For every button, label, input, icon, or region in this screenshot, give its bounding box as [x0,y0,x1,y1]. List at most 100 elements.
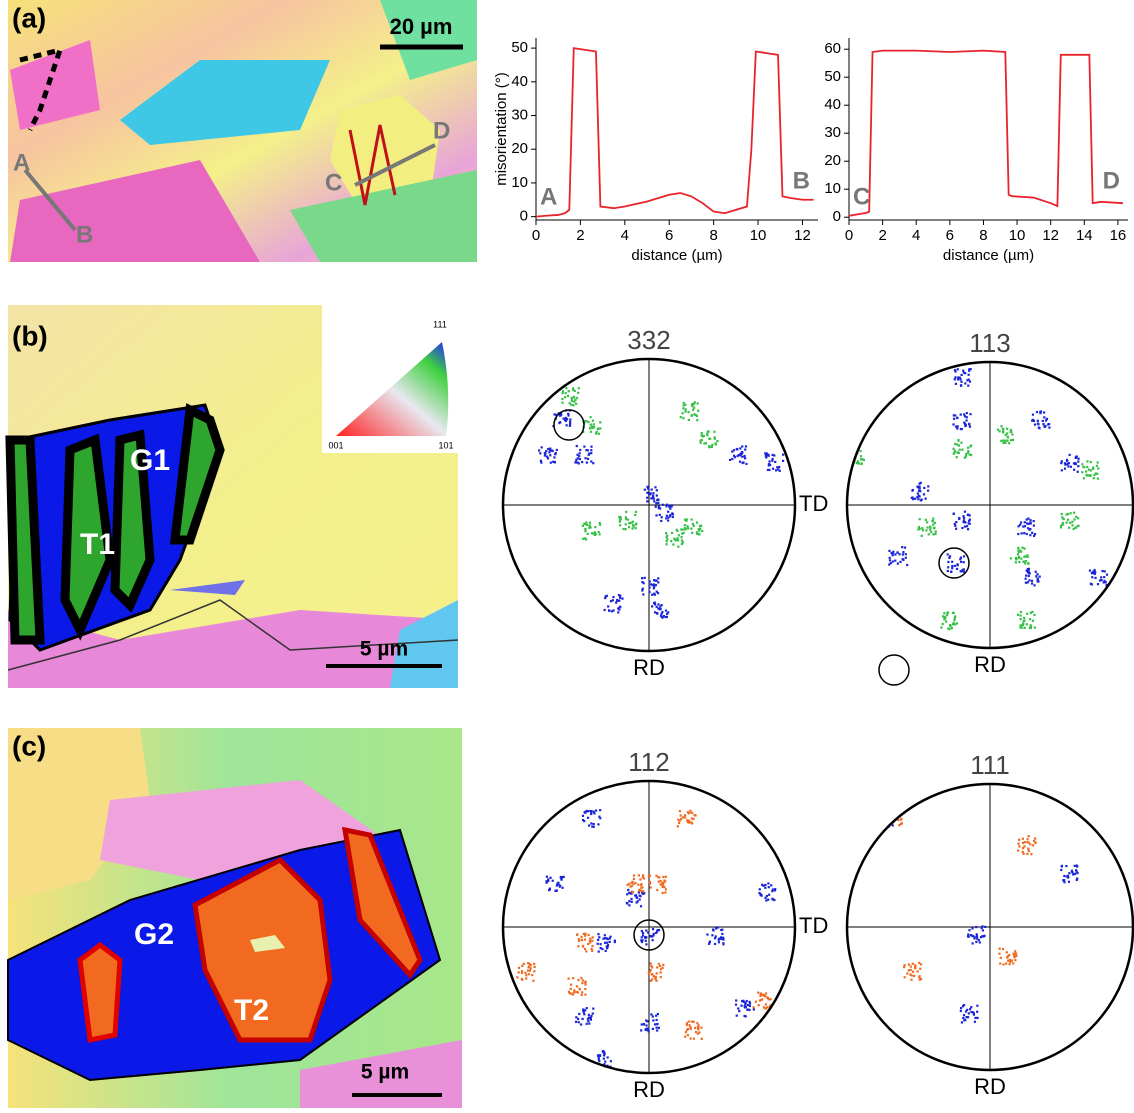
pole-point [665,876,667,878]
pole-point [946,612,948,614]
pole-point [951,561,953,563]
pole-points [875,806,1101,1066]
pole-point [521,965,523,967]
pole-point [657,502,659,504]
pole-point [1024,521,1026,523]
pole-point [651,488,653,490]
pole-point [631,527,633,529]
pole-point [654,611,656,613]
point-label: A [13,149,30,176]
pole-point [1076,865,1078,867]
pole-point [952,448,954,450]
pole-point [642,874,644,876]
pole-point [546,876,548,878]
pole-point [652,492,654,494]
pole-point [540,461,542,463]
pole-point [552,880,554,882]
pole-point [578,940,580,942]
pole-point [584,457,586,459]
pole-point [653,587,655,589]
pole-point [973,937,975,939]
pole-point [572,387,574,389]
pole-point [667,511,669,513]
pole-point [957,440,959,442]
pole-point [1090,1061,1092,1063]
pole-point [706,933,708,935]
pole-point [621,598,623,600]
pole-point [1048,426,1050,428]
pole-point [976,937,978,939]
pole-point [689,810,691,812]
pole-point [999,430,1001,432]
pole-point [951,567,953,569]
pole-point [626,902,628,904]
pole-point [884,815,886,817]
pole-point [976,1017,978,1019]
pole-point [693,413,695,415]
pole-point [610,600,612,602]
pole-point [1090,469,1092,471]
pole-point [561,887,563,889]
pole-point [767,899,769,901]
pole-point [714,937,716,939]
pole-point [702,435,704,437]
pole-point [589,941,591,943]
pole-point [555,452,557,454]
pole-point [1006,432,1008,434]
pole-point [660,520,662,522]
pole-point [625,528,627,530]
pole-point [576,445,578,447]
ipf-corner: 101 [438,440,453,450]
pole-point [607,1056,609,1058]
pole-point [632,891,634,893]
pole-point [1068,872,1070,874]
pole-point [955,521,957,523]
pole-point [890,811,892,813]
pole-point [664,891,666,893]
pole-point [1042,420,1044,422]
pole-point [656,494,658,496]
pole-point [928,533,930,535]
pole-point [1101,570,1103,572]
pole-point [1069,454,1071,456]
pole-point [902,553,904,555]
pole-point [890,808,892,810]
pole-point [584,948,586,950]
pole-point [1014,950,1016,952]
pole-point [692,409,694,411]
td-label: TD [799,913,828,938]
pole-point [918,483,920,485]
pole-point [654,1023,656,1025]
pole-point [585,981,587,983]
pole-point [590,416,592,418]
highlight-circle [879,655,909,685]
scale-bar-label: 5 µm [361,1061,409,1084]
pole-point [772,458,774,460]
pole-point [581,994,583,996]
pole-point [964,526,966,528]
pole-point [968,374,970,376]
pole-point [593,423,595,425]
pole-point [1007,436,1009,438]
pole-point [1029,534,1031,536]
pole-point [579,449,581,451]
pole-point [1018,551,1020,553]
pole-point [1081,1059,1083,1061]
pole-point [904,976,906,978]
pole-point [593,812,595,814]
pole-point [917,492,919,494]
pole-point [576,933,578,935]
pole-point [632,521,634,523]
pole-point [1028,571,1030,573]
pole-point [900,807,902,809]
pole-point [1060,869,1062,871]
pole-point [604,597,606,599]
pole-point [976,1011,978,1013]
pole-point [608,610,610,612]
pole-point [903,964,905,966]
x-tick-label: 8 [979,227,987,244]
pole-point [637,900,639,902]
pole-point [887,819,889,821]
pole-point [654,486,656,488]
pole-point [918,490,920,492]
